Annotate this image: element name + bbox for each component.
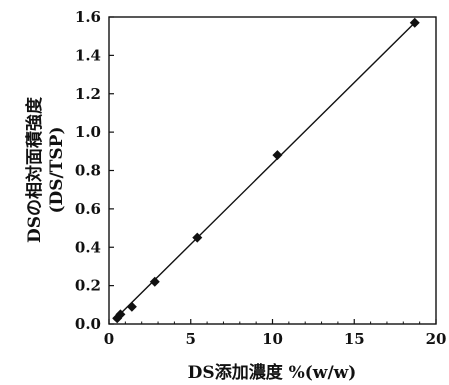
y-axis-title: DSの相対面積強度 bbox=[24, 96, 45, 243]
y-tick-label: 0.8 bbox=[75, 162, 101, 180]
data-point bbox=[192, 232, 203, 243]
data-point bbox=[126, 301, 137, 312]
x-tick-label: 10 bbox=[262, 330, 283, 348]
trendline bbox=[113, 22, 416, 321]
y-tick-label: 0.0 bbox=[75, 315, 101, 333]
x-tick-label: 20 bbox=[426, 330, 447, 348]
y-axis: 0.0 0.2 0.4 0.6 0.8 1.0 1.2 1.4 1.6 bbox=[75, 8, 114, 333]
plot-area-border bbox=[108, 16, 437, 325]
x-tick-label: 0 bbox=[104, 330, 114, 348]
y-tick-label: 1.4 bbox=[75, 46, 101, 64]
y-tick-label: 1.0 bbox=[75, 123, 101, 141]
y-axis-title-group: DSの相対面積強度 (DS/TSP) bbox=[24, 96, 67, 243]
y-tick-label: 1.6 bbox=[75, 8, 101, 26]
y-axis-subtitle: (DS/TSP) bbox=[47, 126, 67, 213]
y-tick-label: 0.4 bbox=[75, 238, 101, 256]
x-tick-label: 5 bbox=[186, 330, 196, 348]
data-point bbox=[272, 150, 283, 161]
x-axis: 0 5 10 15 20 bbox=[104, 319, 447, 348]
trendline-group bbox=[113, 22, 416, 321]
data-point bbox=[115, 309, 126, 320]
x-tick-label: 15 bbox=[344, 330, 365, 348]
data-points bbox=[112, 17, 420, 324]
y-tick-label: 0.6 bbox=[75, 200, 101, 218]
data-point bbox=[409, 17, 420, 28]
y-tick-label: 1.2 bbox=[75, 85, 101, 103]
data-point bbox=[149, 276, 160, 287]
x-axis-title: DS添加濃度 %(w/w) bbox=[188, 362, 357, 383]
plot-frame bbox=[108, 16, 437, 325]
y-tick-label: 0.2 bbox=[75, 277, 101, 295]
